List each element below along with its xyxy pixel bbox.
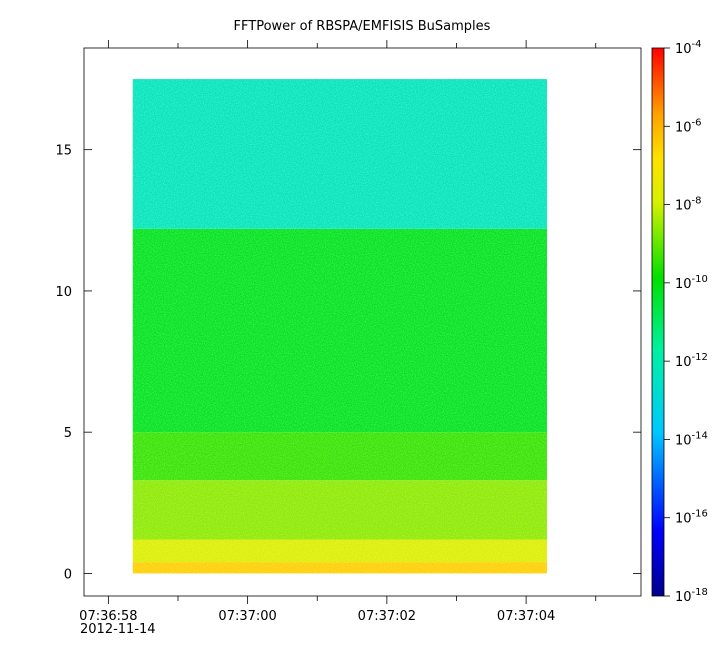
colorbar [651, 47, 665, 597]
colorbar-tick-label: 10-8 [675, 196, 702, 214]
chart-title: FFTPower of RBSPA/EMFISIS BuSamples [234, 19, 491, 34]
colorbar-tick-label: 10-6 [675, 117, 702, 135]
x-tick-label: 07:36:58 [79, 609, 137, 624]
colorbar-tick-label: 10-12 [675, 352, 708, 370]
colorbar-tick-label: 10-16 [675, 509, 708, 527]
colorbar-tick-label: 10-18 [675, 587, 708, 605]
x-axis: 07:36:58 07:37:00 07:37:02 07:37:04 [79, 40, 597, 624]
colorbar-tick-label: 10-14 [675, 430, 708, 448]
x-axis-date-label: 2012-11-14 [80, 622, 156, 637]
colorbar-axis: 10-4 10-6 10-8 10-10 10-12 10-14 10-16 10-18 [664, 39, 708, 605]
y-axis: 0 5 10 15 [55, 144, 641, 582]
colorbar-tick-label: 10-4 [675, 39, 702, 57]
colorbar-tick-label: 10-10 [675, 274, 708, 292]
y-tick-label: 10 [55, 285, 72, 300]
y-tick-label: 5 [64, 426, 72, 441]
y-tick-label: 0 [64, 567, 72, 582]
x-tick-label: 07:37:02 [358, 609, 416, 624]
x-tick-label: 07:37:04 [497, 609, 555, 624]
y-tick-label: 15 [55, 144, 72, 159]
x-tick-label: 07:37:00 [218, 609, 276, 624]
noise-texture [132, 79, 548, 574]
